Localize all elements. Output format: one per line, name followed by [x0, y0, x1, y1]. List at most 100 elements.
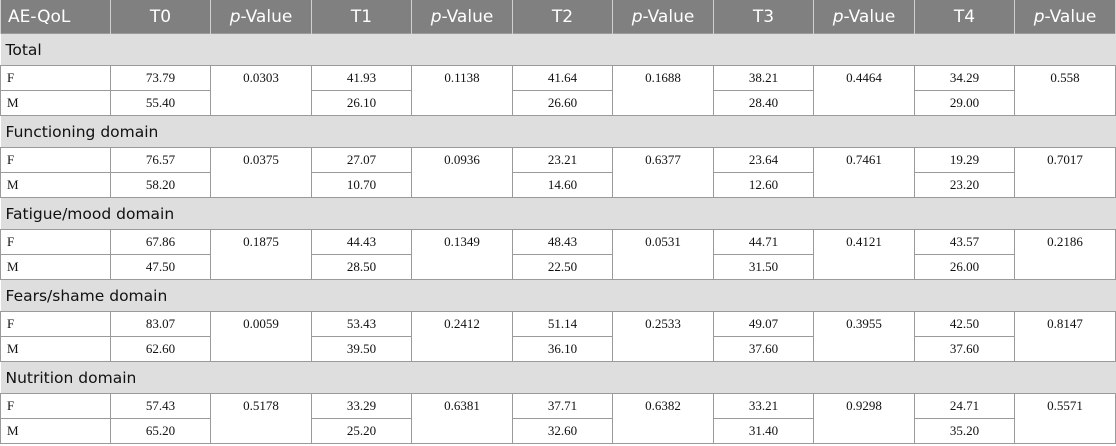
p-value-cell: 0.6382	[612, 393, 714, 444]
p-value-cell: 0.0059	[210, 311, 312, 362]
value-cell: 25.20	[311, 418, 412, 444]
header-p-value: p-Value	[411, 0, 513, 34]
p-value-cell: 0.4121	[813, 229, 915, 280]
p-value-cell: 0.6381	[411, 393, 513, 444]
value-cell: 44.43	[311, 229, 412, 255]
section-row: Total	[0, 33, 1116, 66]
p-value-cell: 0.0375	[210, 147, 312, 198]
section-row: Nutrition domain	[0, 361, 1116, 394]
header-timepoint: T0	[110, 0, 211, 34]
value-cell: 26.10	[311, 90, 412, 116]
header-timepoint: T2	[512, 0, 613, 34]
value-cell: 35.20	[914, 418, 1015, 444]
p-value-cell: 0.1138	[411, 65, 513, 116]
section-title: Functioning domain	[0, 115, 1116, 148]
p-suffix: -Value	[1044, 6, 1097, 27]
value-cell: 22.50	[512, 254, 613, 280]
value-cell: 48.43	[512, 229, 613, 255]
value-cell: 62.60	[110, 336, 211, 362]
p-suffix: -Value	[441, 6, 494, 27]
p-value-cell: 0.1688	[612, 65, 714, 116]
row-label: F	[0, 311, 111, 337]
p-value-cell: 0.3955	[813, 311, 915, 362]
value-cell: 34.29	[914, 65, 1015, 91]
value-cell: 41.64	[512, 65, 613, 91]
p-suffix: -Value	[240, 6, 293, 27]
row-label: M	[0, 90, 111, 116]
value-cell: 27.07	[311, 147, 412, 173]
table-row: F 57.43 0.5178 33.29 0.6381 37.71 0.6382 33.21 0…	[0, 393, 1116, 444]
table-row: F 73.79 0.0303 41.93 0.1138 41.64 0.1688 38.21 0…	[0, 65, 1116, 116]
p-value-cell: 0.0936	[411, 147, 513, 198]
p-value-cell: 0.0531	[612, 229, 714, 280]
value-cell: 29.00	[914, 90, 1015, 116]
value-cell: 28.40	[713, 90, 814, 116]
p-value-cell: 0.4464	[813, 65, 915, 116]
value-cell: 49.07	[713, 311, 814, 337]
p-value-cell: 0.5178	[210, 393, 312, 444]
header-p-value: p-Value	[612, 0, 714, 34]
row-label: F	[0, 393, 111, 419]
table-row: F 83.07 0.0059 53.43 0.2412 51.14 0.2533 49.07 0…	[0, 311, 1116, 362]
value-cell: 42.50	[914, 311, 1015, 337]
header-p-value: p-Value	[1014, 0, 1116, 34]
value-cell: 24.71	[914, 393, 1015, 419]
value-cell: 23.21	[512, 147, 613, 173]
table-row: F 76.57 0.0375 27.07 0.0936 23.21 0.6377 23.64 0…	[0, 147, 1116, 198]
value-cell: 41.93	[311, 65, 412, 91]
value-cell: 58.20	[110, 172, 211, 198]
value-cell: 28.50	[311, 254, 412, 280]
row-label: F	[0, 229, 111, 255]
section-title: Nutrition domain	[0, 361, 1116, 394]
table-row: F 67.86 0.1875 44.43 0.1349 48.43 0.0531 44.71 0…	[0, 229, 1116, 280]
section-row: Fatigue/mood domain	[0, 197, 1116, 230]
row-label: M	[0, 336, 111, 362]
section-title: Total	[0, 33, 1116, 66]
row-label: M	[0, 418, 111, 444]
row-label: M	[0, 254, 111, 280]
header-timepoint: T3	[713, 0, 814, 34]
value-cell: 44.71	[713, 229, 814, 255]
value-cell: 76.57	[110, 147, 211, 173]
p-value-cell: 0.0303	[210, 65, 312, 116]
value-cell: 31.50	[713, 254, 814, 280]
value-cell: 65.20	[110, 418, 211, 444]
p-italic: p	[229, 6, 241, 27]
value-cell: 38.21	[713, 65, 814, 91]
table-body: Total F 73.79 0.0303 41.93 0.1138 41.64 0.1688 3…	[0, 33, 1116, 444]
value-cell: 14.60	[512, 172, 613, 198]
value-cell: 26.00	[914, 254, 1015, 280]
table-row: M 55.40 26.10 26.60 28.40 29.00	[0, 90, 1116, 116]
value-cell: 31.40	[713, 418, 814, 444]
value-cell: 19.29	[914, 147, 1015, 173]
p-value-cell: 0.2412	[411, 311, 513, 362]
value-cell: 37.60	[914, 336, 1015, 362]
header-row: AE-QoL T0 p-Value T1 p-Value T2 p-Value T3 p-Val…	[0, 0, 1116, 34]
value-cell: 67.86	[110, 229, 211, 255]
header-p-value: p-Value	[210, 0, 312, 34]
p-value-cell: 0.1875	[210, 229, 312, 280]
value-cell: 51.14	[512, 311, 613, 337]
p-value-cell: 0.6377	[612, 147, 714, 198]
value-cell: 12.60	[713, 172, 814, 198]
row-label: F	[0, 147, 111, 173]
value-cell: 43.57	[914, 229, 1015, 255]
p-value-cell: 0.7461	[813, 147, 915, 198]
p-value-cell: 0.2186	[1014, 229, 1116, 280]
value-cell: 23.20	[914, 172, 1015, 198]
p-italic: p	[631, 6, 643, 27]
p-suffix: -Value	[843, 6, 896, 27]
value-cell: 47.50	[110, 254, 211, 280]
value-cell: 36.10	[512, 336, 613, 362]
header-timepoint: T4	[914, 0, 1015, 34]
header-p-value: p-Value	[813, 0, 915, 34]
p-value-cell: 0.558	[1014, 65, 1116, 116]
value-cell: 33.29	[311, 393, 412, 419]
p-italic: p	[430, 6, 442, 27]
value-cell: 37.60	[713, 336, 814, 362]
p-value-cell: 0.8147	[1014, 311, 1116, 362]
value-cell: 32.60	[512, 418, 613, 444]
p-value-cell: 0.5571	[1014, 393, 1116, 444]
p-value-cell: 0.7017	[1014, 147, 1116, 198]
